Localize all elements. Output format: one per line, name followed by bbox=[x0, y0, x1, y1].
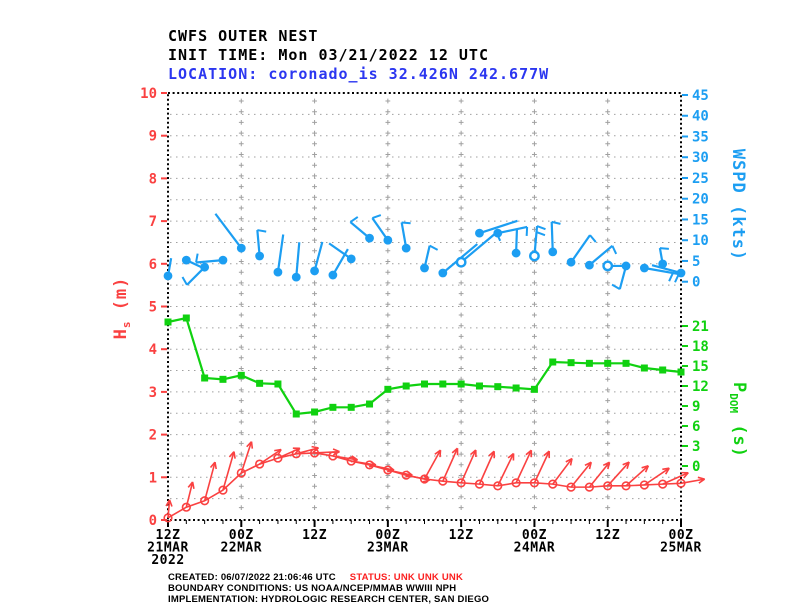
svg-text:2022: 2022 bbox=[151, 553, 184, 568]
svg-text:00Z: 00Z bbox=[522, 528, 547, 543]
svg-text:12Z: 12Z bbox=[595, 528, 620, 543]
svg-text:22MAR: 22MAR bbox=[220, 541, 262, 556]
svg-text:00Z: 00Z bbox=[375, 528, 400, 543]
svg-text:15: 15 bbox=[692, 359, 709, 375]
svg-text:12Z: 12Z bbox=[302, 528, 327, 543]
svg-text:8: 8 bbox=[149, 171, 157, 187]
svg-text:6: 6 bbox=[692, 419, 700, 435]
svg-text:2: 2 bbox=[149, 428, 157, 444]
footer-created-status: CREATED: 06/07/2022 21:06:46 UTC STATUS: … bbox=[168, 572, 463, 583]
svg-text:21MAR: 21MAR bbox=[147, 541, 189, 556]
footer-implementation: IMPLEMENTATION: HYDROLOGIC RESEARCH CENT… bbox=[168, 594, 490, 605]
svg-text:23MAR: 23MAR bbox=[367, 541, 409, 556]
hs-axis-title: Hs (m) bbox=[111, 276, 133, 340]
svg-text:45: 45 bbox=[692, 88, 709, 104]
svg-text:10: 10 bbox=[692, 233, 709, 249]
svg-text:15: 15 bbox=[692, 212, 709, 228]
svg-text:00Z: 00Z bbox=[229, 528, 254, 543]
svg-text:20: 20 bbox=[692, 192, 709, 208]
svg-text:7: 7 bbox=[149, 214, 157, 230]
svg-text:25: 25 bbox=[692, 171, 709, 187]
svg-text:12: 12 bbox=[692, 379, 709, 395]
svg-text:5: 5 bbox=[149, 300, 157, 316]
svg-text:00Z: 00Z bbox=[669, 528, 694, 543]
svg-text:9: 9 bbox=[149, 129, 157, 145]
svg-text:5: 5 bbox=[692, 254, 700, 270]
svg-text:18: 18 bbox=[692, 339, 709, 355]
init-time: INIT TIME: Mon 03/21/2022 12 UTC bbox=[168, 46, 489, 64]
svg-text:30: 30 bbox=[692, 150, 709, 166]
svg-text:35: 35 bbox=[692, 129, 709, 145]
svg-text:21: 21 bbox=[692, 319, 709, 335]
location-line: LOCATION: coronado_is 32.426N 242.677W bbox=[168, 65, 549, 83]
svg-text:24MAR: 24MAR bbox=[514, 541, 556, 556]
wspd-axis-title: WSPD (kts) bbox=[728, 148, 748, 262]
svg-text:40: 40 bbox=[692, 109, 709, 125]
svg-text:12Z: 12Z bbox=[449, 528, 474, 543]
svg-text:25MAR: 25MAR bbox=[660, 541, 702, 556]
svg-text:9: 9 bbox=[692, 399, 700, 415]
location-label: LOCATION: bbox=[168, 65, 269, 83]
svg-text:0: 0 bbox=[692, 275, 700, 291]
chart-title: CWFS OUTER NEST bbox=[168, 27, 319, 45]
location-coords: 32.426N 242.677W bbox=[378, 65, 550, 83]
svg-text:10: 10 bbox=[140, 86, 157, 102]
svg-text:6: 6 bbox=[149, 257, 157, 273]
svg-text:1: 1 bbox=[149, 470, 157, 486]
svg-text:12Z: 12Z bbox=[156, 528, 181, 543]
svg-text:0: 0 bbox=[692, 459, 700, 475]
footer-boundary: BOUNDARY CONDITIONS: US NOAA/NCEP/MMAB W… bbox=[168, 583, 457, 594]
svg-text:3: 3 bbox=[149, 385, 157, 401]
status-text: STATUS: UNK UNK UNK bbox=[349, 572, 464, 583]
created-text: CREATED: 06/07/2022 21:06:46 UTC bbox=[168, 572, 336, 583]
pdom-axis-title: PDOM (s) bbox=[727, 381, 749, 459]
location-name: coronado_is bbox=[268, 65, 379, 83]
svg-text:4: 4 bbox=[149, 342, 157, 358]
svg-text:3: 3 bbox=[692, 439, 700, 455]
svg-text:0: 0 bbox=[149, 513, 157, 529]
